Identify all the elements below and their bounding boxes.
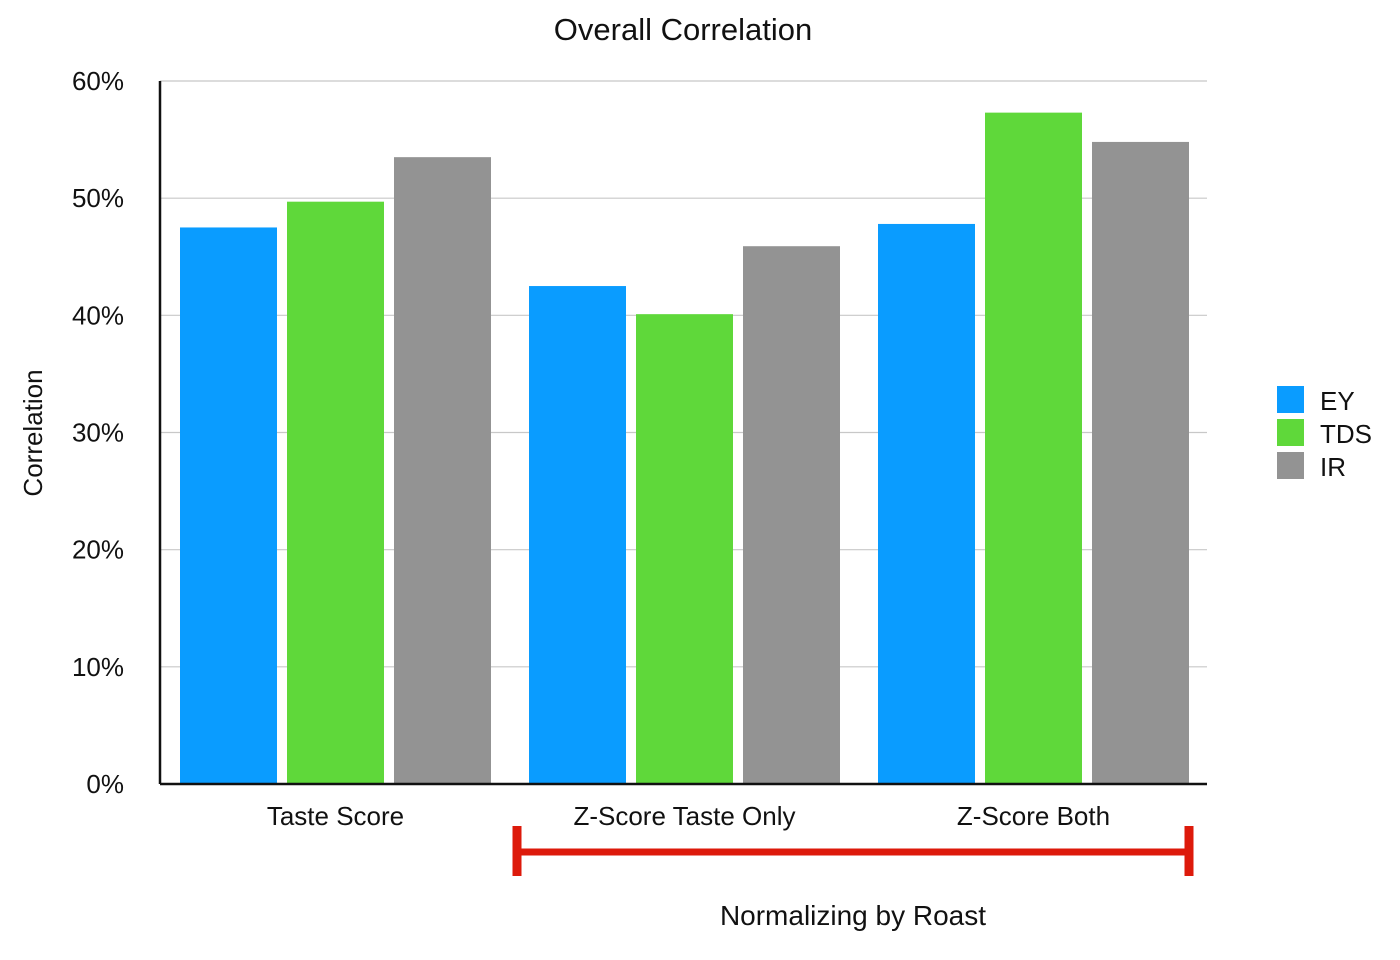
bars [180, 112, 1189, 785]
bar-tds-0 [287, 201, 384, 785]
annotation: Normalizing by Roast [512, 826, 1194, 931]
bar-ey-0 [180, 227, 277, 785]
y-tick-label-4: 40% [72, 300, 124, 330]
legend-label-tds: TDS [1320, 419, 1372, 449]
legend-swatch-ey [1277, 386, 1304, 413]
y-tick-label-5: 50% [72, 183, 124, 213]
legend-swatch-ir [1277, 452, 1304, 479]
y-tick-label-6: 60% [72, 66, 124, 96]
y-tick-label-0: 0% [86, 769, 124, 799]
legend-label-ey: EY [1320, 386, 1355, 416]
annotation-label: Normalizing by Roast [720, 900, 986, 931]
y-axis-title: Correlation [18, 369, 48, 496]
bar-ir-2 [1092, 141, 1189, 785]
x-category-label-0: Taste Score [267, 801, 404, 831]
x-category-labels: Taste Score Z-Score Taste Only Z-Score Bot… [267, 801, 1110, 831]
y-tick-label-2: 20% [72, 535, 124, 565]
bar-ir-1 [743, 246, 840, 784]
x-category-label-1: Z-Score Taste Only [573, 801, 795, 831]
legend-swatch-tds [1277, 419, 1304, 446]
y-tick-label-1: 10% [72, 652, 124, 682]
x-category-label-2: Z-Score Both [957, 801, 1110, 831]
bar-tds-2 [985, 112, 1082, 784]
y-tick-labels: 0% 10% 20% 30% 40% 50% 60% [72, 66, 124, 799]
bar-ey-1 [529, 286, 626, 784]
bar-ir-0 [394, 157, 491, 785]
bar-ey-2 [878, 223, 975, 784]
legend-label-ir: IR [1320, 452, 1346, 482]
axes [158, 81, 1207, 786]
chart-title: Overall Correlation [554, 12, 812, 47]
y-tick-label-3: 30% [72, 418, 124, 448]
bar-tds-1 [636, 314, 733, 784]
